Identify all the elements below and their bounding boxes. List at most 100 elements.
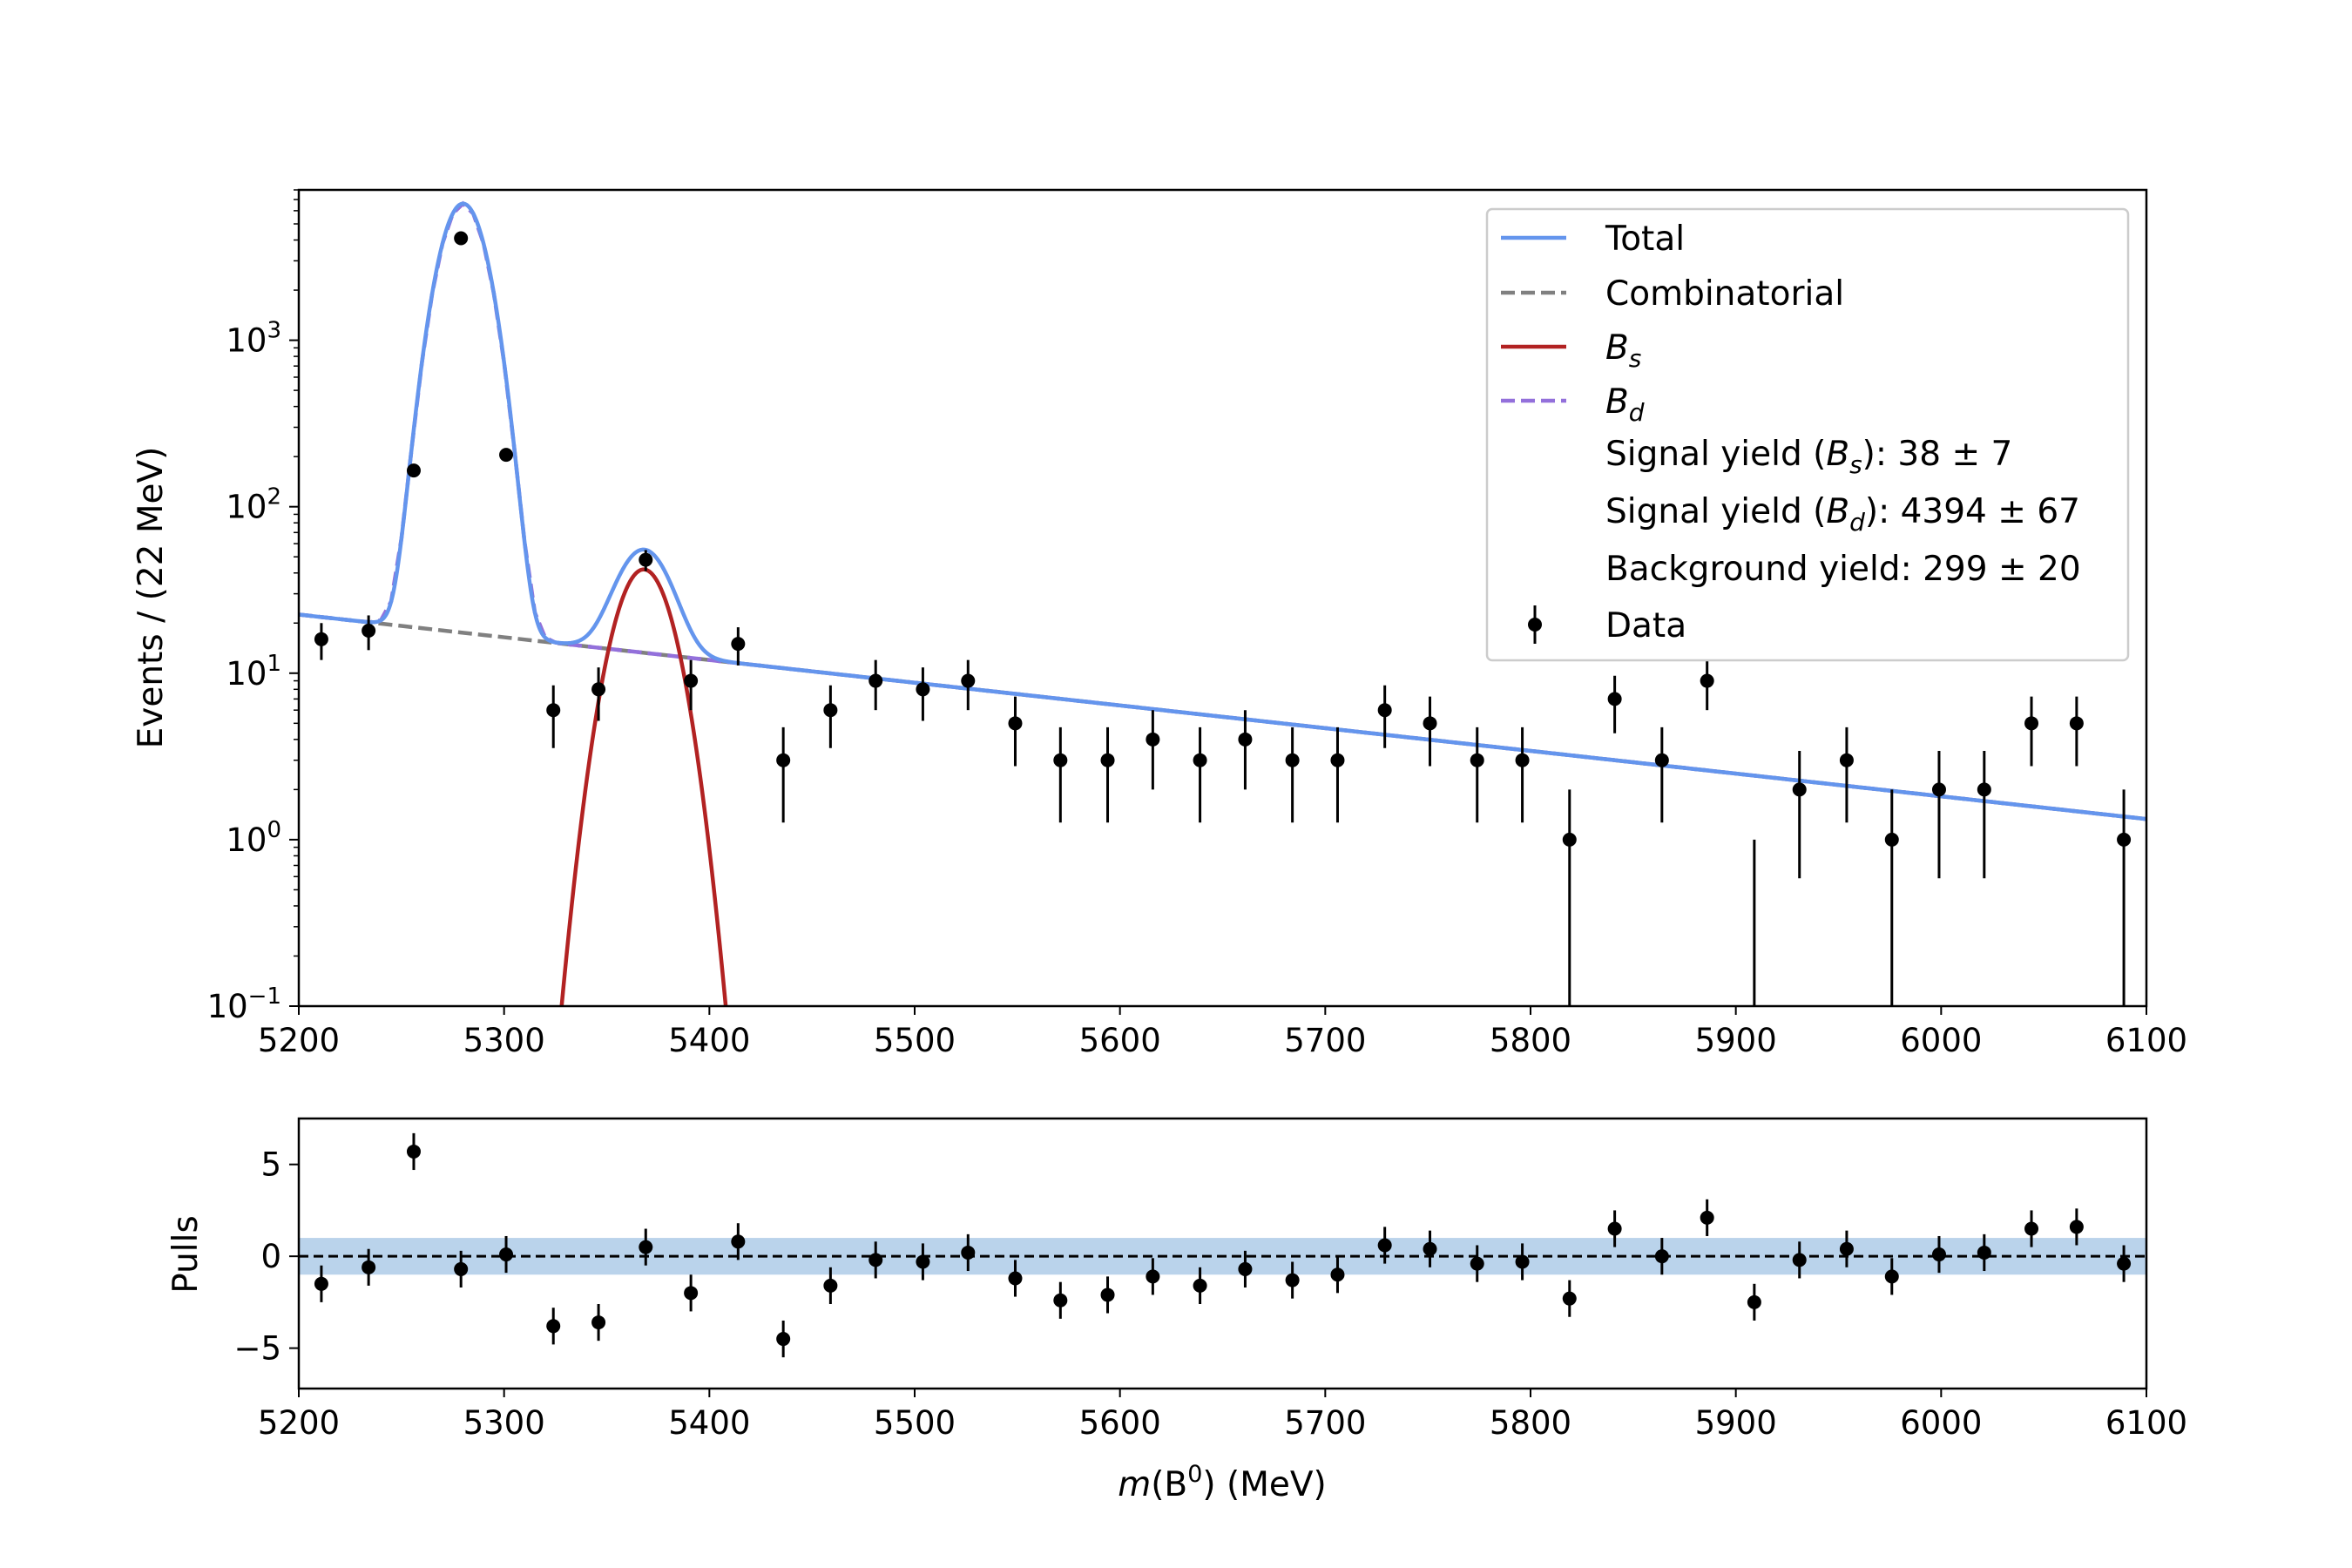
data-point [916, 682, 930, 697]
pull-point [1654, 1249, 1669, 1264]
fit-y-axis-label: Events / (22 MeV) [132, 447, 171, 749]
fit-y-tick-label: 100 [226, 817, 281, 859]
pulls-y-tick-label: −5 [233, 1330, 281, 1368]
data-point [961, 673, 976, 688]
pull-point [546, 1319, 561, 1334]
fit-x-tick-label: 6000 [1900, 1022, 1982, 1059]
pulls-axes-frame [297, 1117, 2148, 1390]
pull-point [314, 1276, 328, 1291]
pulls-x-tick-label: 5300 [463, 1404, 545, 1442]
pull-point [1377, 1238, 1392, 1253]
data-point [1654, 753, 1669, 767]
pull-point [823, 1278, 838, 1293]
pull-point [1423, 1241, 1437, 1256]
data-point [1515, 753, 1530, 767]
data-point [1470, 753, 1484, 767]
data-point [823, 703, 838, 718]
fit-x-tick-label: 5900 [1695, 1022, 1777, 1059]
data-point [776, 753, 791, 767]
data-point [406, 463, 421, 478]
fit-x-tick-label: 5400 [668, 1022, 750, 1059]
data-point [362, 624, 376, 639]
pulls-x-tick-label: 5900 [1695, 1404, 1777, 1442]
data-point [684, 673, 699, 688]
fit-y-tick-label: 102 [226, 484, 281, 526]
data-point [1839, 753, 1854, 767]
data-point [1792, 782, 1807, 797]
total-curve [299, 201, 2146, 821]
pull-point [1515, 1254, 1530, 1269]
data-point [454, 231, 469, 246]
pull-point [406, 1144, 421, 1159]
data-point [731, 637, 746, 652]
data-point [2117, 832, 2132, 847]
legend-box [1485, 207, 2130, 662]
data-point [1238, 732, 1253, 747]
pull-point [1884, 1269, 1899, 1284]
data-point [1700, 673, 1714, 688]
data-point [1423, 716, 1437, 731]
data-point [2069, 716, 2084, 731]
pull-point [1285, 1273, 1300, 1288]
pulls-x-tick-label: 6100 [2105, 1404, 2187, 1442]
fit-x-tick-label: 5200 [258, 1022, 340, 1059]
pull-point [591, 1315, 606, 1330]
pull-point [1193, 1278, 1207, 1293]
fit-y-tick-label: 10−1 [207, 983, 281, 1025]
data-point [1377, 703, 1392, 718]
fit-curves [299, 200, 2146, 1006]
bs-curve [559, 567, 728, 1006]
pulls-band [299, 1238, 2146, 1275]
data-point [639, 552, 653, 567]
fit-x-tick-label: 5800 [1490, 1022, 1571, 1059]
pulls-y-tick-label: 5 [260, 1146, 281, 1184]
pull-point [1330, 1267, 1345, 1282]
pull-point [2069, 1220, 2084, 1234]
pulls-x-tick-label: 5800 [1490, 1404, 1571, 1442]
pull-point [1146, 1269, 1160, 1284]
pull-point [1792, 1253, 1807, 1267]
legend-bs-label: Bs [1605, 328, 1641, 373]
pull-point [1470, 1256, 1484, 1271]
legend-bd-label: Bd [1605, 382, 1645, 427]
data-point [1607, 692, 1622, 706]
pulls-x-tick-label: 5400 [668, 1404, 750, 1442]
fit-x-tick-label: 6100 [2105, 1022, 2187, 1059]
pull-point [1238, 1261, 1253, 1276]
fit-x-tick-label: 5600 [1079, 1022, 1161, 1059]
data-point [1562, 832, 1577, 847]
pull-point [868, 1253, 883, 1267]
data-point [1285, 753, 1300, 767]
pulls-data-points [314, 1132, 2132, 1358]
data-point [591, 682, 606, 697]
pull-point [1977, 1245, 1991, 1260]
pull-point [1100, 1288, 1115, 1302]
pull-point [731, 1234, 746, 1249]
fit-x-ticks: 5200 5300 5400 5500 5600 5700 5800 5900 6000 6100 [258, 1006, 2187, 1059]
pulls-x-tick-label: 6000 [1900, 1404, 1982, 1442]
fit-x-tick-label: 5500 [874, 1022, 956, 1059]
legend-data-label: Data [1605, 606, 1686, 645]
pull-point [1700, 1210, 1714, 1225]
pulls-y-ticks: 5 0 −5 [233, 1146, 299, 1368]
pulls-y-tick-label: 0 [260, 1238, 281, 1275]
data-point [546, 703, 561, 718]
data-point [1146, 732, 1160, 747]
data-point [1977, 782, 1991, 797]
pull-point [961, 1245, 976, 1260]
pull-point [1008, 1271, 1023, 1286]
fit-x-tick-label: 5300 [463, 1022, 545, 1059]
data-point [868, 673, 883, 688]
data-point [1330, 753, 1345, 767]
pulls-x-tick-label: 5600 [1079, 1404, 1161, 1442]
fit-y-tick-label: 103 [226, 318, 281, 360]
pull-point [916, 1254, 930, 1269]
pull-point [1839, 1241, 1854, 1256]
data-point [314, 632, 328, 646]
pulls-panel: 5200 5300 5400 5500 5600 5700 5800 5900 6000 6100… [166, 1117, 2187, 1504]
pull-point [776, 1332, 791, 1347]
pull-point [1562, 1291, 1577, 1306]
fit-y-tick-label: 101 [226, 651, 281, 693]
pull-point [1931, 1247, 1946, 1262]
